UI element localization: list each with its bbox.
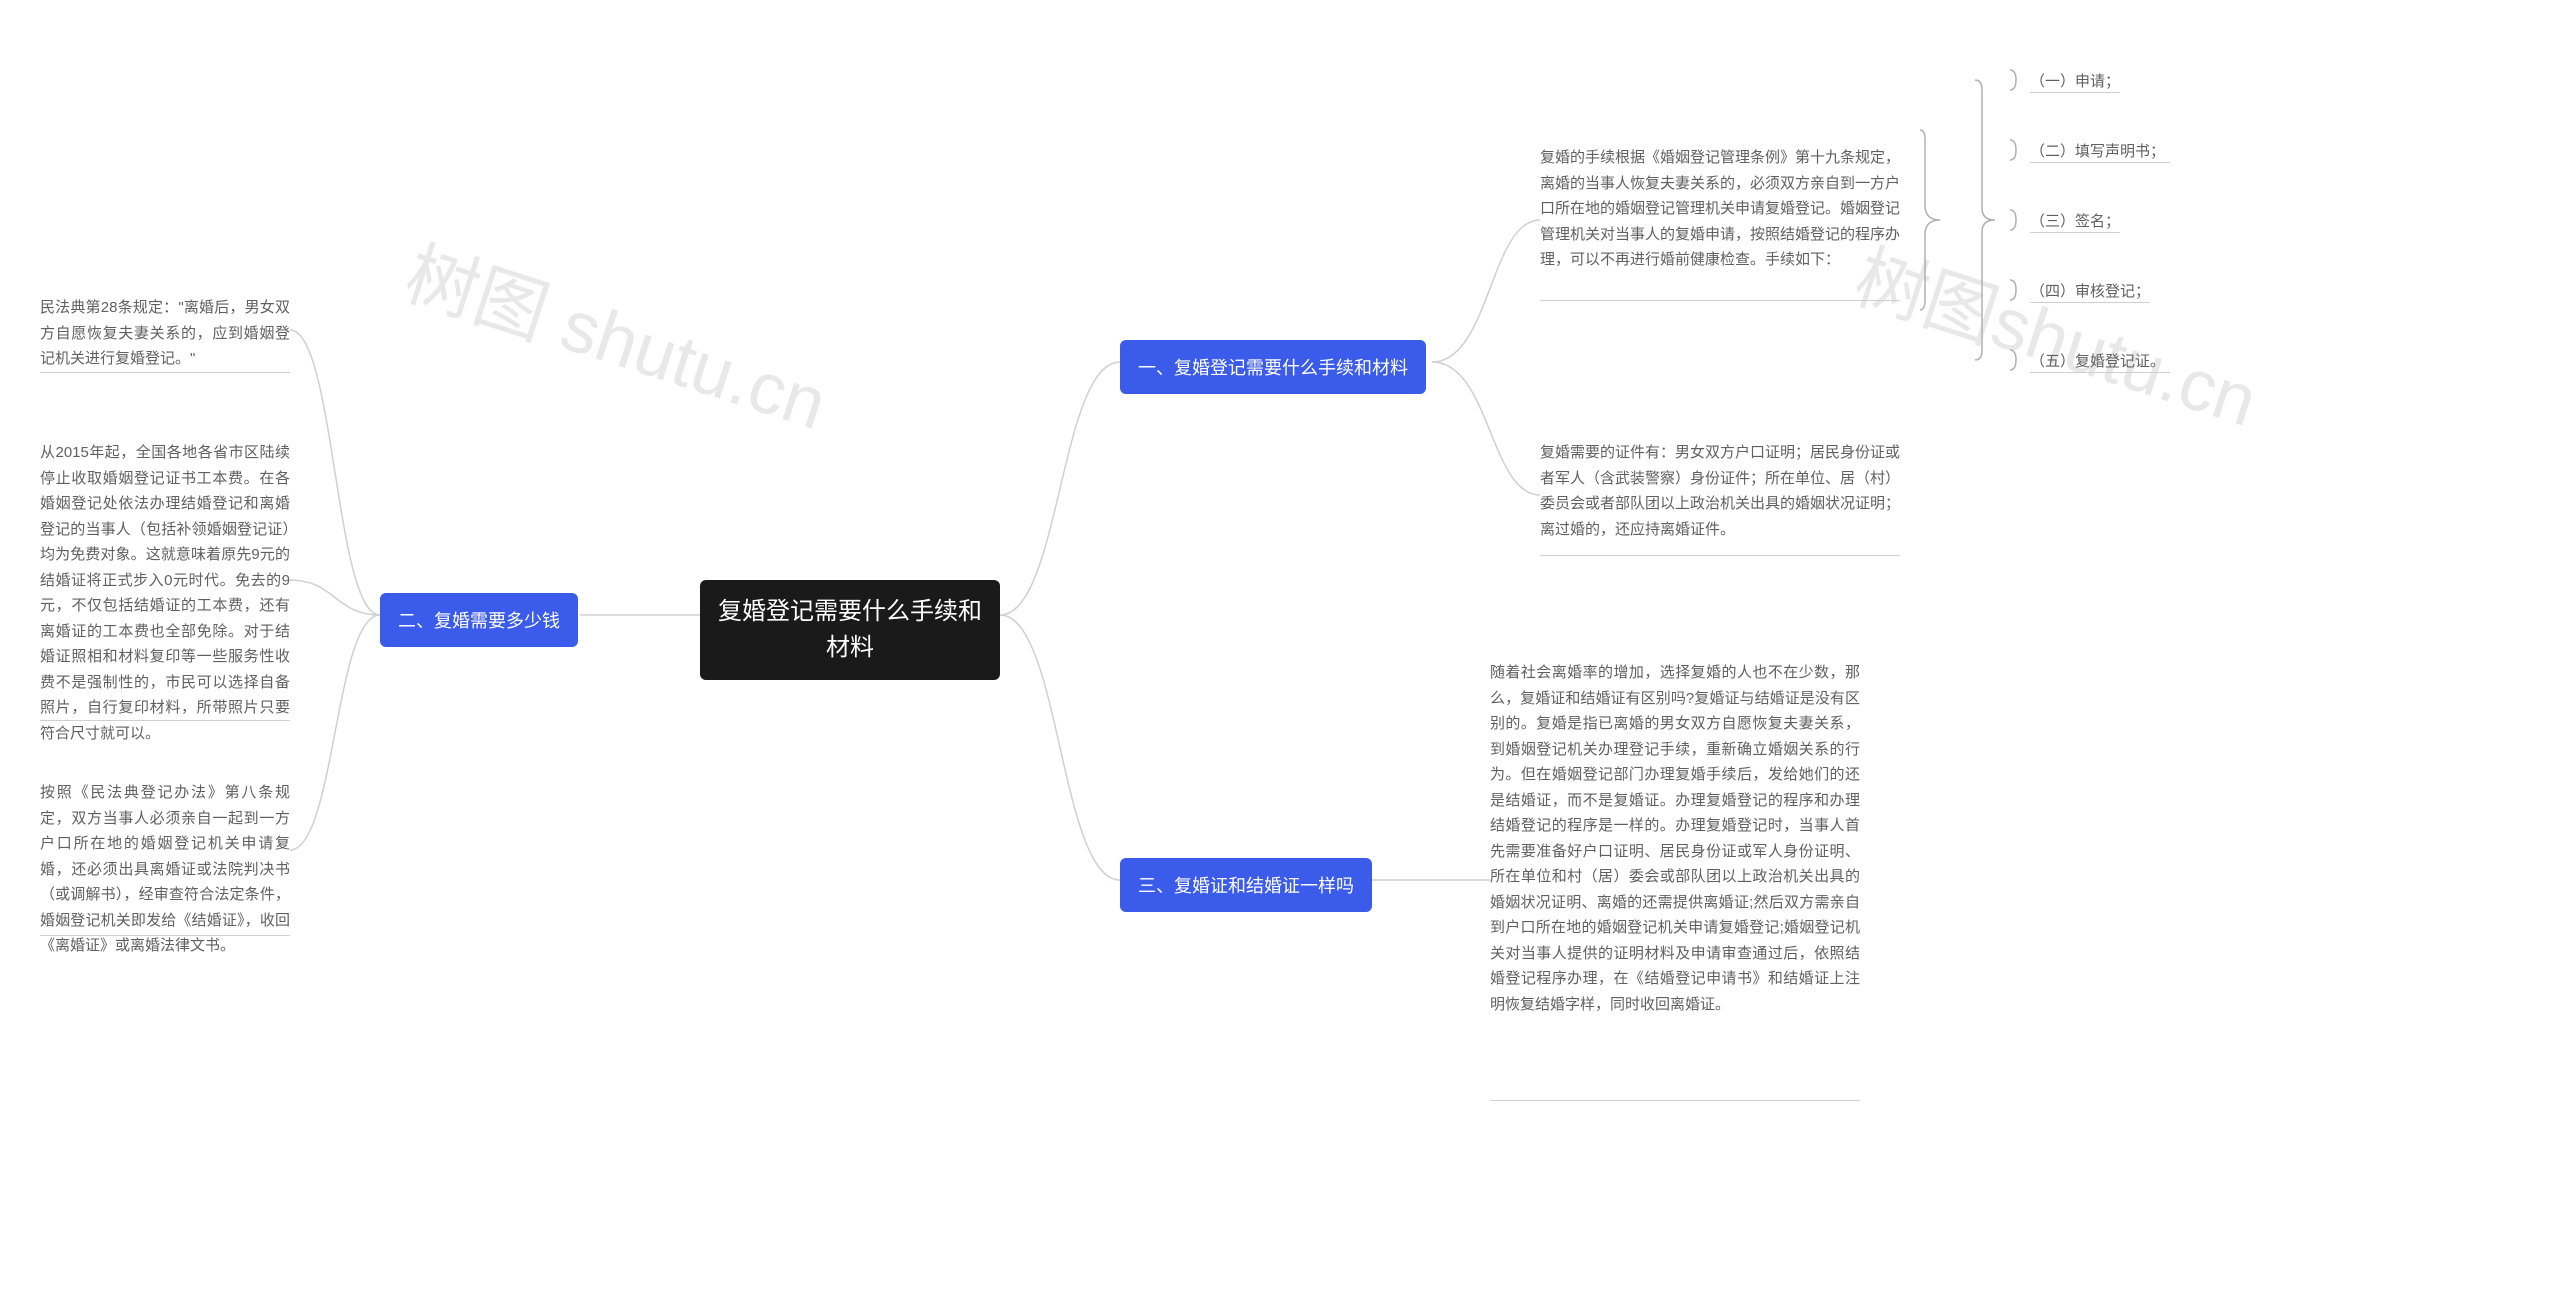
center-title: 复婚登记需要什么手续和材料 — [718, 594, 982, 666]
section2-para3: 按照《民法典登记办法》第八条规定，双方当事人必须亲自一起到一方户口所在地的婚姻登… — [40, 780, 290, 959]
underline — [2030, 92, 2120, 93]
underline — [2030, 302, 2150, 303]
section1-title: 一、复婚登记需要什么手续和材料 — [1138, 354, 1408, 380]
section1-para1: 复婚的手续根据《婚姻登记管理条例》第十九条规定，离婚的当事人恢复夫妻关系的，必须… — [1540, 145, 1900, 273]
underline — [1540, 300, 1900, 301]
underline — [2030, 162, 2170, 163]
section2-node: 二、复婚需要多少钱 — [380, 593, 578, 647]
section3-node: 三、复婚证和结婚证一样吗 — [1120, 858, 1372, 912]
underline — [2030, 232, 2120, 233]
section2-para2: 从2015年起，全国各地各省市区陆续停止收取婚姻登记证书工本费。在各婚姻登记处依… — [40, 440, 290, 746]
step5: （五）复婚登记证。 — [2030, 350, 2165, 371]
center-node: 复婚登记需要什么手续和材料 — [700, 580, 1000, 680]
section1-node: 一、复婚登记需要什么手续和材料 — [1120, 340, 1426, 394]
section2-title: 二、复婚需要多少钱 — [398, 607, 560, 633]
step1: （一）申请； — [2030, 70, 2120, 91]
underline — [1490, 1100, 1860, 1101]
underline — [1540, 555, 1900, 556]
section3-title: 三、复婚证和结婚证一样吗 — [1138, 872, 1354, 898]
underline — [2030, 372, 2170, 373]
section1-para2: 复婚需要的证件有：男女双方户口证明；居民身份证或者军人（含武装警察）身份证件；所… — [1540, 440, 1900, 542]
section3-para: 随着社会离婚率的增加，选择复婚的人也不在少数，那么，复婚证和结婚证有区别吗?复婚… — [1490, 660, 1860, 1017]
step4: （四）审核登记； — [2030, 280, 2150, 301]
section2-para1: 民法典第28条规定："离婚后，男女双方自愿恢复夫妻关系的，应到婚姻登记机关进行复… — [40, 295, 290, 372]
step2: （二）填写声明书； — [2030, 140, 2165, 161]
step3: （三）签名； — [2030, 210, 2120, 231]
underline — [40, 372, 290, 373]
